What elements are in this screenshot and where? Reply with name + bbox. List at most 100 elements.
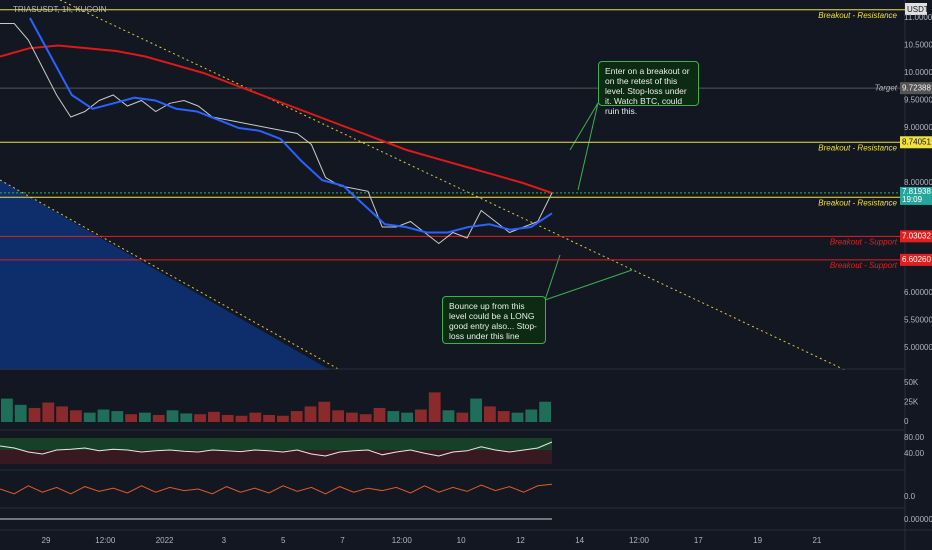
time-label: 3 <box>222 536 227 545</box>
volume-bar <box>28 407 41 422</box>
volume-bar <box>166 410 179 422</box>
time-label: 29 <box>42 536 51 545</box>
volume-bar <box>470 398 482 422</box>
volume-bar <box>525 409 538 422</box>
price-tick: 5.50000 <box>904 316 932 325</box>
volume-bar <box>359 414 372 422</box>
volume-tick: 25K <box>904 398 919 407</box>
fast-ma <box>29 17 553 234</box>
triangle-zone <box>0 180 330 370</box>
volume-bar <box>511 412 524 422</box>
volume-bar <box>484 406 496 422</box>
osc-tick: 0.00000 <box>904 515 932 524</box>
note: Enter on a breakout or on the retest of … <box>598 61 699 116</box>
volume-bar <box>401 412 413 422</box>
volume-tick: 0 <box>904 417 909 426</box>
price-tick: 9.00000 <box>904 123 932 132</box>
price-badge <box>900 230 932 243</box>
volume-bar <box>180 413 193 422</box>
note-pointer <box>569 102 599 151</box>
price-badge <box>900 82 932 95</box>
volume-bar <box>83 412 96 422</box>
price-tick: 10.00000 <box>904 68 932 77</box>
time-label: 12:00 <box>392 536 413 545</box>
time-label: 2022 <box>156 536 174 545</box>
rsi-tick: 40.00 <box>904 449 925 458</box>
price-badge-text: 7.81938 <box>902 187 931 196</box>
rsi-tick: 80.00 <box>904 433 925 442</box>
volume-bar <box>56 406 68 422</box>
volume-bar <box>456 412 469 422</box>
volume-bar <box>97 409 110 422</box>
volume-bar <box>221 414 234 422</box>
price-badge <box>900 136 932 149</box>
volume-bar <box>497 411 510 422</box>
time-label: 12:00 <box>629 536 650 545</box>
time-label: 5 <box>281 536 286 545</box>
time-label: 21 <box>812 536 821 545</box>
volume-bar <box>415 409 427 422</box>
slow-ma <box>0 44 553 194</box>
rsi-line <box>0 441 553 457</box>
currency-badge <box>905 3 927 15</box>
level-label: Breakout - Support <box>830 237 898 246</box>
level-label: Breakout - Resistance <box>818 143 897 152</box>
rsi-band <box>0 438 552 450</box>
volume-bar <box>249 412 262 422</box>
stoch-line <box>0 483 553 495</box>
price-tick: 6.00000 <box>904 288 932 297</box>
volume-bar <box>125 414 137 422</box>
volume-bar <box>290 411 303 422</box>
volume-bar <box>442 410 455 422</box>
time-label: 10 <box>457 536 466 545</box>
rsi-band <box>0 450 552 464</box>
price-tick: 5.00000 <box>904 343 932 352</box>
price-badge-text: 9.72388 <box>902 83 931 92</box>
note-pointer <box>544 254 561 301</box>
time-label: 12 <box>516 536 525 545</box>
volume-bar <box>1 398 13 422</box>
volume-bar <box>346 412 358 422</box>
volume-bar <box>332 410 344 422</box>
volume-bar <box>111 411 124 422</box>
volume-bar <box>194 414 206 422</box>
price-tick: 10.50000 <box>904 41 932 50</box>
target-label: Target <box>875 83 898 92</box>
volume-bar <box>139 412 151 422</box>
volume-tick: 50K <box>904 378 919 387</box>
time-label: 14 <box>575 536 584 545</box>
time-label: 12:00 <box>95 536 116 545</box>
price-tick: 8.00000 <box>904 178 932 187</box>
volume-bar <box>70 410 82 422</box>
volume-bar <box>14 404 27 422</box>
volume-bar <box>152 414 165 422</box>
volume-bar <box>428 392 441 422</box>
price-badge-text: 8.74051 <box>902 137 931 146</box>
price-badge <box>900 253 932 266</box>
price-badge-text: 6.60260 <box>902 255 931 264</box>
volume-bar <box>42 402 55 422</box>
volume-bar <box>387 411 400 422</box>
note: Bounce up from this level could be a LON… <box>442 296 546 344</box>
volume-bar <box>304 406 317 422</box>
time-label: 17 <box>694 536 703 545</box>
price-tick: 11.00000 <box>904 13 932 22</box>
time-label: 19 <box>753 536 762 545</box>
note-pointer <box>544 269 633 301</box>
volume-bar <box>539 401 551 422</box>
volume-bar <box>373 407 386 422</box>
volume-bar <box>263 414 275 422</box>
currency: USDT <box>907 5 929 14</box>
level-label: Breakout - Resistance <box>818 11 897 20</box>
note-pointer <box>577 102 599 191</box>
level-label: Breakout - Resistance <box>818 198 897 207</box>
time-label: 7 <box>340 536 345 545</box>
stoch-tick: 0.0 <box>904 492 916 501</box>
countdown: 19:09 <box>902 195 923 204</box>
price-badge <box>900 186 932 205</box>
volume-bar <box>318 401 331 422</box>
price-line <box>0 23 553 245</box>
price-tick: 9.50000 <box>904 96 932 105</box>
level-label: Breakout - Support <box>830 261 898 270</box>
